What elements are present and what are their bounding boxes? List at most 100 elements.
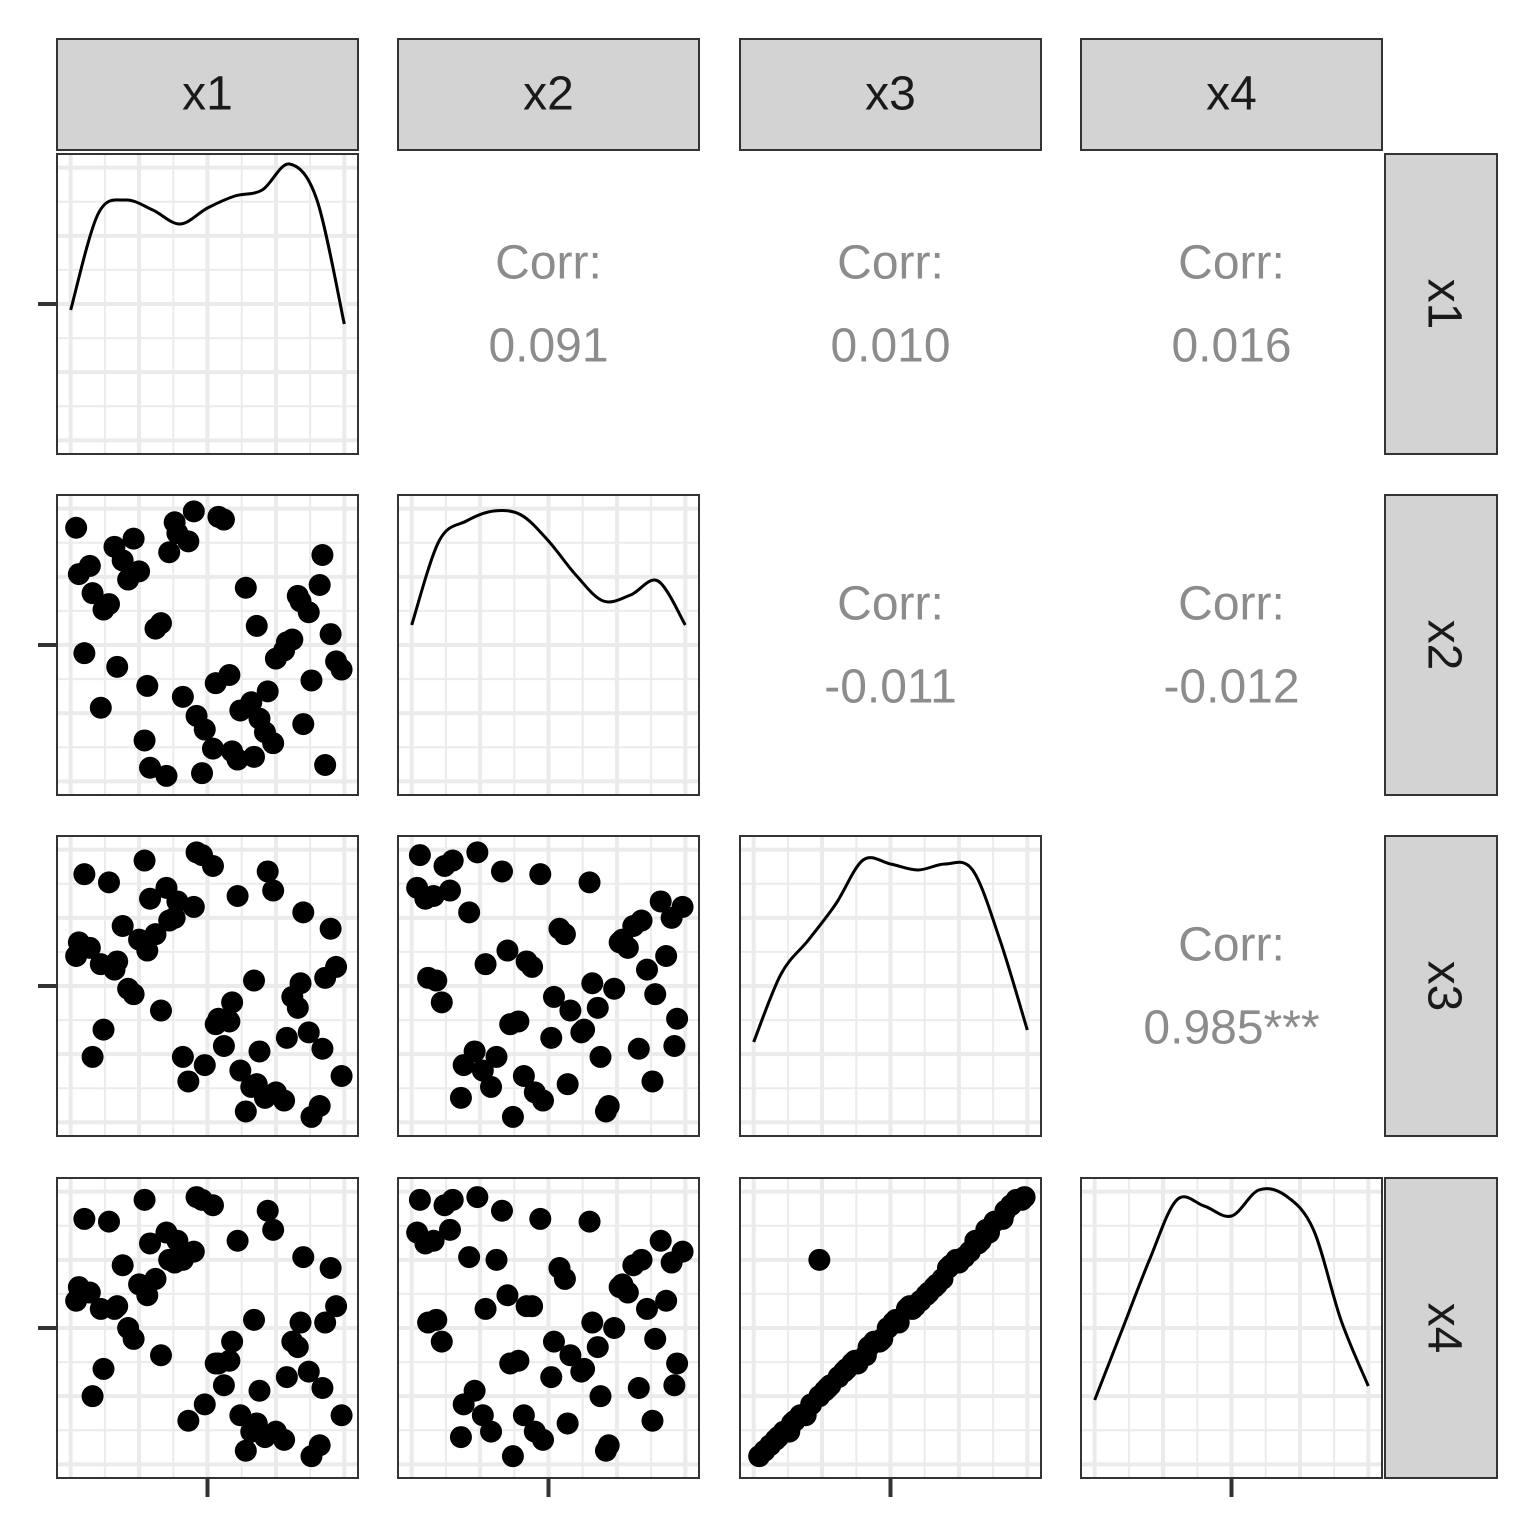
point (501, 1445, 524, 1468)
point (191, 762, 214, 785)
point (529, 1207, 552, 1230)
point (559, 999, 582, 1022)
point (325, 1295, 348, 1318)
point (480, 1075, 503, 1098)
point (608, 931, 631, 954)
point (330, 658, 353, 681)
point (243, 745, 266, 768)
point (540, 1026, 563, 1049)
point (89, 953, 112, 976)
point (480, 1420, 503, 1443)
point (240, 691, 263, 714)
point (485, 1248, 508, 1271)
point (229, 1404, 252, 1427)
point (155, 1221, 178, 1244)
point (234, 1439, 257, 1462)
point (245, 614, 268, 637)
point (89, 1297, 112, 1320)
point (273, 1089, 296, 1112)
point (570, 1021, 593, 1044)
point (204, 672, 227, 695)
point (81, 582, 104, 605)
point (627, 1377, 650, 1399)
point (248, 1040, 271, 1063)
point (417, 966, 440, 989)
row-strip (1384, 1177, 1498, 1479)
point (300, 669, 323, 692)
point (882, 1311, 905, 1334)
point (97, 871, 120, 894)
point (248, 1379, 271, 1402)
point (466, 1186, 489, 1209)
point (144, 923, 167, 946)
point (300, 1445, 323, 1468)
row-strip (1384, 494, 1498, 796)
point (234, 1100, 257, 1123)
point (289, 1311, 312, 1334)
point (532, 1428, 555, 1451)
point (644, 983, 667, 1006)
point (243, 1308, 266, 1331)
point (496, 939, 519, 962)
point (248, 707, 271, 730)
panel-border (56, 494, 359, 796)
point (540, 1366, 563, 1389)
point (581, 1311, 604, 1334)
panel-border (56, 153, 359, 455)
point (649, 890, 672, 913)
point (149, 1344, 172, 1367)
point (532, 1089, 555, 1112)
column-strip-label: x3 (865, 68, 916, 121)
point (158, 541, 181, 564)
corr-value: -0.012 (1163, 661, 1299, 714)
point (182, 500, 205, 523)
point (234, 576, 257, 599)
corr-label: Corr: (1178, 237, 1285, 290)
point (256, 1199, 279, 1222)
point (221, 740, 244, 763)
column-strip (56, 38, 359, 151)
point (603, 1317, 626, 1339)
point (490, 860, 513, 883)
point (273, 1428, 296, 1451)
point (177, 1409, 200, 1432)
point (308, 574, 331, 596)
point (641, 1409, 664, 1432)
point (947, 1251, 970, 1274)
point (136, 674, 159, 697)
point (201, 1194, 224, 1217)
point (275, 1366, 298, 1389)
row-strip (1384, 835, 1498, 1137)
point (515, 1295, 538, 1318)
density-line (410, 509, 687, 626)
point (311, 1037, 334, 1060)
point (245, 1412, 268, 1435)
point (452, 1054, 475, 1077)
point (73, 642, 96, 665)
point (139, 1232, 162, 1255)
point (73, 863, 96, 886)
point (185, 704, 208, 727)
point (171, 685, 194, 708)
corr-value: -0.011 (824, 661, 957, 714)
point (512, 1065, 535, 1087)
point (89, 696, 112, 719)
point (155, 876, 178, 899)
point (229, 1059, 252, 1082)
point (666, 1352, 689, 1375)
point (438, 1218, 461, 1241)
point (408, 844, 431, 867)
point (177, 1070, 200, 1093)
panel-border (739, 1177, 1042, 1479)
point (311, 1377, 334, 1399)
point (408, 1188, 431, 1211)
panel-border (397, 494, 700, 796)
point (471, 1059, 494, 1082)
point (319, 917, 342, 940)
point (256, 860, 279, 883)
point (430, 991, 453, 1014)
point (212, 1374, 235, 1397)
corr-value: 0.091 (488, 320, 608, 373)
point (163, 906, 186, 929)
point (542, 985, 565, 1008)
